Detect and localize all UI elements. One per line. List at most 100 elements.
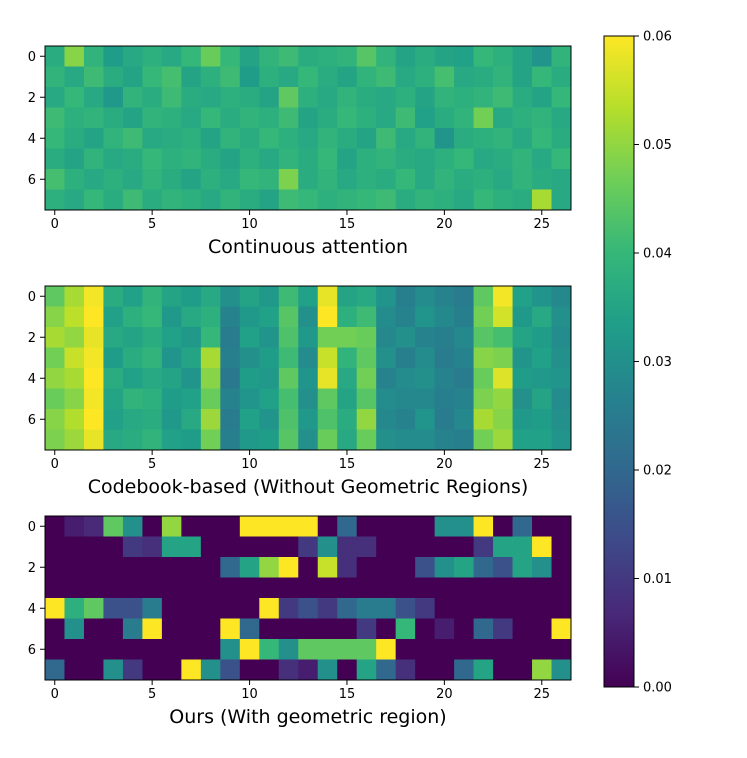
heatmap-cell [493, 46, 513, 67]
heatmap-cell [356, 189, 377, 211]
heatmap-cell [376, 66, 397, 88]
heatmap-cell [551, 536, 572, 558]
heatmap-cell [532, 618, 552, 640]
heatmap-cell [298, 286, 319, 307]
heatmap-cell [103, 368, 124, 389]
heatmap-cell [317, 659, 338, 681]
heatmap-cell [259, 536, 280, 558]
heatmap-cell [415, 429, 436, 451]
heatmap-cell [220, 128, 241, 149]
heatmap-cell [181, 148, 202, 170]
heatmap-cell [532, 347, 552, 369]
heatmap-cell [161, 536, 182, 558]
heatmap-cell [161, 286, 182, 307]
heatmap-cell [512, 598, 533, 619]
heatmap-cell [395, 409, 416, 430]
heatmap-cell [103, 598, 124, 619]
heatmap-cell [493, 659, 513, 681]
heatmap-cell [161, 516, 182, 537]
heatmap-cell [298, 618, 319, 640]
heatmap-cell [473, 128, 494, 149]
heatmap-cell [122, 189, 143, 211]
heatmap-cell [415, 327, 436, 348]
heatmap-cell [376, 46, 397, 67]
heatmap-cell [337, 189, 358, 211]
heatmap-cell [473, 347, 494, 369]
heatmap-cell [356, 388, 377, 410]
heatmap-cell [142, 46, 163, 67]
panel-title: Continuous attention [208, 236, 408, 258]
heatmap-cell [415, 189, 436, 211]
heatmap-cell [454, 128, 474, 149]
heatmap-cell [122, 618, 143, 640]
heatmap-cell [395, 306, 416, 328]
heatmap-cell [142, 598, 163, 619]
heatmap-cell [415, 577, 436, 599]
colorbar-tick-label: 0.03 [643, 355, 672, 370]
heatmap-cell [551, 388, 572, 410]
heatmap-cell [103, 429, 124, 451]
heatmap-cell [239, 189, 260, 211]
heatmap-cell [298, 429, 319, 451]
heatmap-cell [45, 66, 65, 88]
heatmap-cell [551, 87, 572, 108]
heatmap-cell [239, 429, 260, 451]
heatmap-cell [259, 347, 280, 369]
heatmap-cell [376, 598, 397, 619]
heatmap-cell [298, 148, 319, 170]
heatmap-cell [259, 87, 280, 108]
heatmap-cell [45, 347, 65, 369]
heatmap-cell [415, 388, 436, 410]
heatmap-cell [122, 66, 143, 88]
heatmap-cell [512, 46, 533, 67]
heatmap-cell [239, 639, 260, 660]
heatmap-cell [103, 618, 124, 640]
heatmap-cell [103, 577, 124, 599]
heatmap-cell [317, 189, 338, 211]
heatmap-cell [103, 306, 124, 328]
heatmap-cell [532, 306, 552, 328]
heatmap-cell [181, 306, 202, 328]
heatmap-cell [200, 286, 221, 307]
heatmap-cell [181, 368, 202, 389]
y-tick-label: 2 [28, 91, 36, 106]
y-tick-label: 4 [28, 132, 36, 147]
heatmap-cell [259, 577, 280, 599]
heatmap-cell [415, 536, 436, 558]
heatmap-cell [532, 536, 552, 558]
heatmap-cell [473, 368, 494, 389]
heatmap-cell [103, 107, 124, 129]
heatmap-cell [45, 107, 65, 129]
heatmap-cell [376, 639, 397, 660]
heatmap-cell [278, 598, 299, 619]
heatmap-cell [376, 536, 397, 558]
heatmap-cell [532, 148, 552, 170]
x-tick-label: 5 [148, 217, 156, 232]
heatmap-cell [473, 327, 494, 348]
heatmap-cell [64, 66, 85, 88]
heatmap-cell [395, 659, 416, 681]
heatmap-cell [493, 347, 513, 369]
heatmap-cell [220, 368, 241, 389]
heatmap-cell [454, 429, 474, 451]
heatmap-cell [259, 659, 280, 681]
heatmap-cell [317, 409, 338, 430]
heatmap-cell [220, 516, 241, 537]
heatmap-cell [454, 409, 474, 430]
heatmap-cell [278, 128, 299, 149]
heatmap-cell [103, 327, 124, 348]
heatmap-cell [200, 557, 221, 578]
heatmap-cell [122, 286, 143, 307]
heatmap-cell [512, 618, 533, 640]
heatmap-cell [356, 347, 377, 369]
heatmap-cell [259, 327, 280, 348]
colorbar-tick-label: 0.04 [643, 247, 672, 262]
heatmap-cell [45, 327, 65, 348]
heatmap-cell [512, 306, 533, 328]
heatmap-cell [64, 536, 85, 558]
heatmap-cell [434, 639, 455, 660]
heatmap-cell [142, 189, 163, 211]
heatmap-cell [83, 618, 104, 640]
heatmap-cell [200, 169, 221, 190]
y-tick-label: 2 [28, 331, 36, 346]
